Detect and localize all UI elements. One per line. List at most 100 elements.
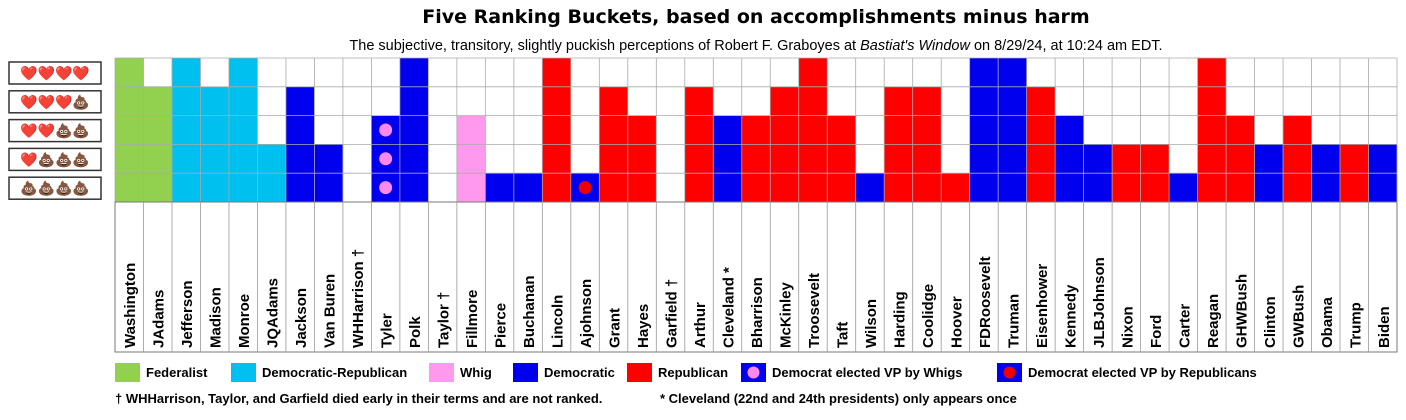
president-bar: [741, 115, 771, 202]
president-name: Van Buren: [322, 274, 339, 348]
president-bar: [171, 58, 201, 202]
president-name: Wilson: [863, 299, 880, 348]
president-name: Ford: [1148, 315, 1165, 348]
president-bar: [1169, 173, 1198, 202]
president-name: Ajohnson: [578, 279, 595, 348]
president-name: JAdams: [151, 290, 168, 348]
president-name: Hayes: [635, 304, 652, 348]
president-name: Madison: [208, 287, 225, 348]
rank-label: ❤️❤️❤️❤️: [20, 65, 90, 81]
president-bar: [542, 58, 571, 202]
president-name: Arthur: [692, 302, 709, 348]
president-bar: [1226, 115, 1255, 202]
president-bar: [969, 58, 999, 202]
president-name: Grant: [607, 308, 624, 348]
president-name: WHHarrison †: [350, 249, 367, 348]
president-bar: [713, 115, 742, 202]
president-name: JLBJohnson: [1091, 257, 1108, 348]
president-name: Troosevelt: [806, 273, 823, 348]
legend-swatch: [627, 363, 652, 382]
president-name: Washington: [122, 263, 139, 348]
rank-label-box: [8, 61, 102, 85]
president-bar: [1055, 115, 1084, 202]
chart-title: Five Ranking Buckets, based on accomplis…: [422, 6, 1089, 28]
rank-label-box: [8, 176, 102, 200]
president-name: Lincoln: [550, 295, 567, 348]
president-name: Taylor †: [436, 292, 453, 348]
legend-swatch: [115, 363, 140, 382]
president-name: Buchanan: [521, 275, 538, 348]
rank-label: ❤️❤️❤️💩: [20, 94, 90, 111]
president-name: Obama: [1319, 296, 1336, 348]
footnote-asterisk: * Cleveland (22nd and 24th presidents) o…: [660, 391, 1017, 406]
rank-label-box: [8, 118, 102, 143]
legend-label: Republican: [658, 365, 728, 380]
president-bar: [798, 58, 828, 202]
president-bar: [115, 58, 144, 202]
names-area: [114, 201, 1398, 353]
president-name: McKinley: [777, 281, 794, 348]
legend-dot: [747, 366, 760, 379]
president-name: Bharrison: [749, 277, 766, 348]
president-bar: [855, 173, 885, 202]
president-bar: [399, 58, 429, 202]
legend-label: Whig: [460, 365, 492, 380]
president-bar: [1283, 115, 1312, 202]
president-name: JQAdams: [265, 278, 282, 348]
chart-subtitle: The subjective, transitory, slightly puc…: [349, 38, 1162, 54]
legend-label: Democratic: [544, 365, 615, 380]
president-name: Reagan: [1205, 294, 1222, 348]
president-name: Pierce: [493, 303, 510, 348]
vp-dot-marker: [379, 152, 393, 166]
vp-dot-marker: [379, 123, 393, 137]
president-name: Garfield †: [664, 279, 681, 348]
president-name: Nixon: [1119, 306, 1136, 348]
president-name: Fillmore: [464, 290, 481, 348]
president-name: GHWBush: [1233, 274, 1250, 348]
president-name: Jackson: [293, 288, 310, 348]
president-name: Polk: [407, 316, 424, 348]
vp-dot-marker: [379, 181, 393, 195]
president-name: Trump: [1347, 302, 1364, 348]
legend-label: Democratic-Republican: [262, 365, 407, 380]
legend-label: Democrat elected VP by Whigs: [772, 365, 963, 380]
legend-swatch: [231, 363, 256, 382]
vp-dot-marker: [578, 181, 592, 195]
rank-label-box: [8, 147, 102, 172]
rank-label: 💩💩💩💩: [20, 180, 90, 197]
president-name: Cleveland *: [721, 267, 738, 348]
president-name: FDRoosevelt: [977, 256, 994, 348]
president-bar: [456, 115, 486, 202]
president-name: Monroe: [236, 294, 253, 348]
president-name: Jefferson: [179, 280, 196, 348]
president-bar: [827, 115, 856, 202]
president-name: Carter: [1176, 304, 1193, 348]
legend-label: Democrat elected VP by Republicans: [1028, 365, 1257, 380]
president-name: Taft: [834, 322, 851, 348]
president-bar: [513, 173, 543, 202]
president-bar: [485, 173, 514, 202]
president-name: Coolidge: [920, 284, 937, 348]
legend-swatch: [513, 363, 538, 382]
president-bar: [228, 58, 258, 202]
rank-label-box: [8, 90, 102, 114]
president-name: GWBush: [1290, 285, 1307, 348]
president-name: Kennedy: [1062, 284, 1079, 348]
president-bar: [998, 58, 1027, 202]
footnote-dagger: † WHHarrison, Taylor, and Garfield died …: [115, 391, 602, 406]
president-name: Harding: [891, 291, 908, 348]
president-bar: [627, 115, 657, 202]
legend-dot: [1003, 366, 1016, 379]
president-name: Tyler: [379, 313, 396, 348]
president-bar: [941, 173, 970, 202]
president-name: Eisenhower: [1034, 264, 1051, 348]
president-name: Hoover: [948, 296, 965, 348]
rank-label: ❤️💩💩💩: [20, 151, 90, 168]
rank-label: ❤️❤️💩💩: [20, 123, 90, 140]
president-name: Truman: [1005, 294, 1022, 348]
president-name: Biden: [1376, 306, 1393, 348]
legend-swatch: [429, 363, 454, 382]
president-bar: [1197, 58, 1227, 202]
legend-label: Federalist: [146, 365, 208, 380]
